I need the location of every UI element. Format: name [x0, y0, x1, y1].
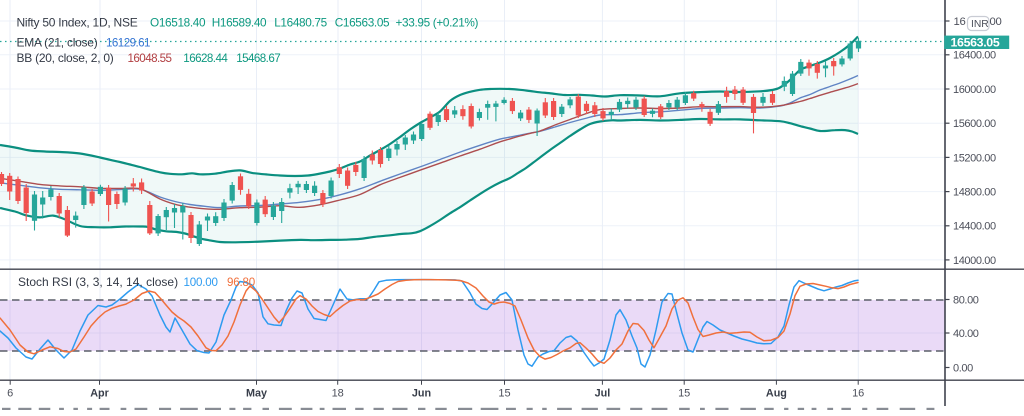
- svg-text:15600.00: 15600.00: [953, 118, 996, 130]
- svg-text:15: 15: [498, 388, 510, 400]
- svg-text:16: 16: [954, 16, 966, 28]
- svg-text:16563.05: 16563.05: [951, 35, 1000, 49]
- svg-text:14800.00: 14800.00: [953, 187, 996, 199]
- svg-text:16000.00: 16000.00: [953, 84, 996, 96]
- svg-text:16: 16: [852, 388, 864, 400]
- svg-text:15468.67: 15468.67: [236, 52, 280, 65]
- svg-text:6: 6: [7, 388, 13, 400]
- svg-text:Aug: Aug: [766, 388, 787, 400]
- svg-text:BB (20, close, 2, 0): BB (20, close, 2, 0): [17, 51, 114, 65]
- svg-text:14000.00: 14000.00: [953, 255, 996, 267]
- svg-text:0.00: 0.00: [953, 362, 973, 374]
- svg-text:Nifty 50 Index, 1D, NSE: Nifty 50 Index, 1D, NSE: [17, 16, 138, 30]
- svg-text:Jul: Jul: [595, 388, 611, 400]
- svg-text:C16563.05: C16563.05: [335, 16, 390, 30]
- svg-text:16400.00: 16400.00: [953, 50, 996, 62]
- svg-text:+33.95 (+0.21%): +33.95 (+0.21%): [396, 16, 479, 30]
- svg-text:16129.61: 16129.61: [106, 37, 150, 50]
- svg-text:80.00: 80.00: [953, 294, 979, 306]
- svg-text:Stoch RSI (3, 3, 14, 14, close: Stoch RSI (3, 3, 14, 14, close): [18, 275, 178, 289]
- svg-text:14400.00: 14400.00: [953, 221, 996, 233]
- svg-text:May: May: [246, 388, 267, 400]
- svg-text:EMA (21, close): EMA (21, close): [17, 36, 98, 50]
- svg-text:16628.44: 16628.44: [183, 52, 228, 65]
- svg-text:96.80: 96.80: [227, 276, 255, 289]
- svg-text:INR: INR: [971, 19, 989, 30]
- svg-text:00: 00: [990, 16, 1002, 28]
- svg-text:H16589.40: H16589.40: [212, 16, 267, 30]
- svg-text:100.00: 100.00: [184, 276, 218, 289]
- svg-text:15: 15: [678, 388, 690, 400]
- svg-text:40.00: 40.00: [953, 328, 979, 340]
- svg-text:Apr: Apr: [90, 388, 109, 400]
- svg-text:Jun: Jun: [412, 388, 431, 400]
- svg-text:15200.00: 15200.00: [953, 152, 996, 164]
- svg-text:16048.55: 16048.55: [128, 52, 172, 65]
- svg-text:O16518.40: O16518.40: [150, 16, 206, 30]
- svg-text:18: 18: [332, 388, 344, 400]
- svg-text:L16480.75: L16480.75: [274, 16, 327, 30]
